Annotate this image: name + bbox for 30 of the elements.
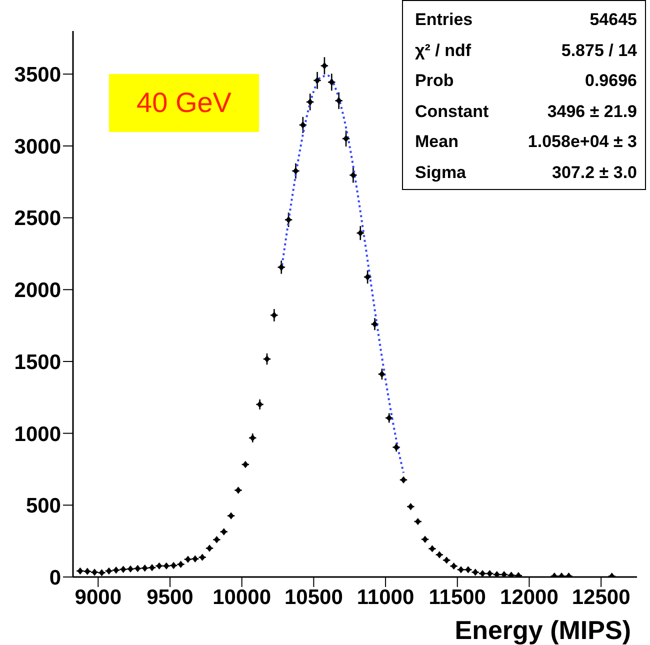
annotation: Mean <box>415 132 458 152</box>
text: Entries <box>415 10 473 30</box>
y-tick-label: 1500 <box>14 350 61 374</box>
text: 54645 <box>590 10 637 30</box>
x-tick-label: 9500 <box>146 586 194 609</box>
annotation: 307.2 ± 3.0 <box>552 162 637 183</box>
x-tick-label: 9000 <box>74 586 122 609</box>
x-tick-label: 10500 <box>284 586 343 609</box>
annotation: Constant <box>415 102 489 122</box>
x-tick-label: 12500 <box>572 586 630 609</box>
y-tick-label: 2500 <box>14 207 61 230</box>
x-axis-title: Energy (MIPS) <box>454 615 631 645</box>
y-tick-label: 1000 <box>14 422 61 446</box>
annotation: Sigma <box>415 162 466 183</box>
x-tick-label: 11000 <box>356 586 414 609</box>
y-tick-label: 0 <box>49 566 61 590</box>
annotation: χ² / ndf <box>415 40 472 61</box>
x-tick-label: 12000 <box>500 586 558 609</box>
annotation: 0.9696 <box>585 71 637 92</box>
y-tick-label: 2000 <box>14 279 61 302</box>
x-tick-label: 11500 <box>428 586 486 609</box>
y-tick-label: 3000 <box>14 135 61 158</box>
annotation: 5.875 / 14 <box>561 40 637 61</box>
annotation: 40 GeV <box>109 74 259 132</box>
y-tick-label: 3500 <box>14 64 61 87</box>
x-tick-label: 10000 <box>212 586 272 609</box>
annotation: 3496 ± 21.9 <box>547 102 637 122</box>
y-tick-label: 500 <box>26 494 61 518</box>
annotation: Prob <box>415 71 454 92</box>
annotation: 1.058e+04 ± 3 <box>528 132 637 152</box>
